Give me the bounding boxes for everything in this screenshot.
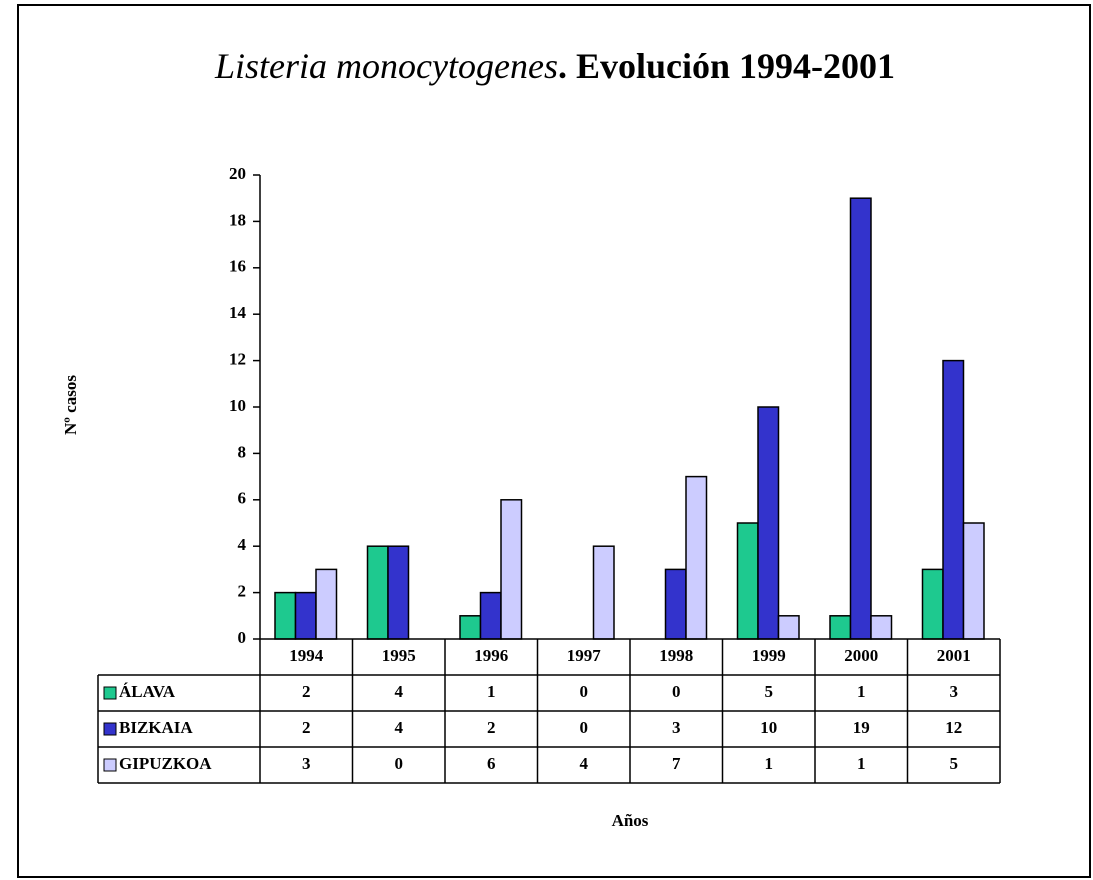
y-tick-label: 10 xyxy=(229,396,246,415)
bar xyxy=(685,475,708,640)
table-value: 12 xyxy=(945,718,962,737)
y-tick-label: 16 xyxy=(229,257,246,276)
table-value: 7 xyxy=(672,754,681,773)
table-value: 2 xyxy=(302,718,311,737)
table-value: 1 xyxy=(487,682,496,701)
table-value: 10 xyxy=(760,718,777,737)
y-tick-label: 0 xyxy=(238,628,247,647)
table-value: 3 xyxy=(672,718,681,737)
y-tick-label: 2 xyxy=(238,582,247,601)
bar xyxy=(274,591,297,640)
table-value: 0 xyxy=(672,682,681,701)
bar xyxy=(777,615,800,640)
title-italic: Listeria monocytogenes xyxy=(214,46,558,86)
bar xyxy=(500,499,523,640)
y-axis-label: Nº casos xyxy=(61,375,80,435)
table-value: 1 xyxy=(857,682,866,701)
table-value: 0 xyxy=(580,718,589,737)
table-value: 3 xyxy=(950,682,959,701)
title-rest: . Evolución 1994-2001 xyxy=(558,46,895,86)
bar xyxy=(664,568,687,640)
legend-swatch xyxy=(103,758,117,772)
frame xyxy=(17,4,1091,878)
bar xyxy=(592,545,615,640)
y-tick-label: 6 xyxy=(238,489,247,508)
x-tick-label: 1996 xyxy=(474,646,508,665)
y-tick-label: 4 xyxy=(238,535,247,554)
bar xyxy=(315,568,338,640)
table-value: 1 xyxy=(857,754,866,773)
x-tick-label: 1994 xyxy=(289,646,324,665)
table-value: 6 xyxy=(487,754,496,773)
bar xyxy=(921,568,944,640)
bar xyxy=(479,591,502,640)
y-tick-label: 12 xyxy=(229,350,246,369)
table-value: 19 xyxy=(853,718,870,737)
bar xyxy=(870,615,893,640)
bar xyxy=(459,615,482,640)
bar xyxy=(849,197,872,640)
table-value: 5 xyxy=(765,682,774,701)
table-value: 0 xyxy=(580,682,589,701)
table-value: 2 xyxy=(487,718,496,737)
table-value: 4 xyxy=(395,682,404,701)
table-value: 2 xyxy=(302,682,311,701)
table-value: 0 xyxy=(395,754,404,773)
legend-label: ÁLAVA xyxy=(119,682,176,701)
bar xyxy=(757,406,780,640)
legend-swatch xyxy=(103,722,117,736)
chart-title: Listeria monocytogenes. Evolución 1994-2… xyxy=(214,46,895,86)
bar xyxy=(736,522,759,640)
y-tick-label: 8 xyxy=(238,442,247,461)
x-tick-label: 2001 xyxy=(937,646,971,665)
x-tick-label: 2000 xyxy=(844,646,878,665)
y-tick-label: 20 xyxy=(229,164,246,183)
bar xyxy=(829,615,852,640)
bar xyxy=(942,359,965,640)
table-value: 5 xyxy=(950,754,959,773)
bar xyxy=(294,591,317,640)
bar xyxy=(962,522,985,640)
table-value: 3 xyxy=(302,754,311,773)
table-value: 1 xyxy=(765,754,774,773)
bar xyxy=(387,545,410,640)
table-value: 4 xyxy=(395,718,404,737)
legend-label: GIPUZKOA xyxy=(119,754,212,773)
x-axis-label: Años xyxy=(612,811,649,830)
table-value: 4 xyxy=(580,754,589,773)
y-tick-label: 18 xyxy=(229,210,246,229)
bar xyxy=(366,545,389,640)
x-tick-label: 1997 xyxy=(567,646,602,665)
legend-swatch xyxy=(103,686,117,700)
x-tick-label: 1999 xyxy=(752,646,786,665)
x-tick-label: 1995 xyxy=(382,646,416,665)
y-tick-label: 14 xyxy=(229,303,247,322)
legend-label: BIZKAIA xyxy=(119,718,193,737)
x-tick-label: 1998 xyxy=(659,646,693,665)
